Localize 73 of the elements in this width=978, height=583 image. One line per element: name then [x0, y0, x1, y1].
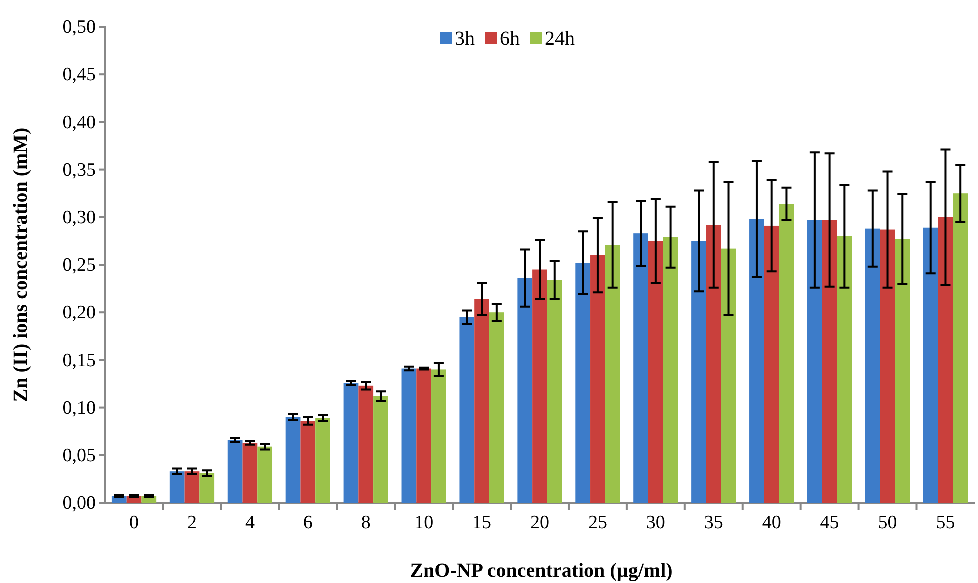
bar [807, 220, 822, 503]
bar [953, 194, 968, 503]
x-tick-label: 15 [472, 512, 492, 534]
bar [184, 472, 200, 503]
bar [865, 228, 880, 503]
bar [228, 440, 243, 503]
bar [938, 217, 954, 503]
y-tick-label: 0,30 [62, 207, 96, 228]
bar [316, 418, 330, 503]
x-tick-label: 35 [704, 512, 724, 534]
bar [923, 228, 938, 503]
bar [358, 386, 374, 503]
bar [374, 396, 388, 503]
bar [822, 220, 838, 503]
x-tick-label: 45 [820, 512, 840, 534]
x-tick-label: 20 [530, 512, 550, 534]
bar [300, 421, 316, 503]
bar [460, 317, 475, 503]
bar [880, 230, 896, 503]
bar [432, 370, 446, 503]
bar [648, 241, 664, 503]
bar [170, 472, 185, 503]
bar [518, 278, 533, 503]
bar [416, 368, 432, 503]
x-tick-label: 55 [936, 512, 956, 534]
x-tick-label: 0 [130, 512, 140, 534]
bar [779, 204, 794, 503]
x-tick-label: 2 [187, 512, 197, 534]
bar [692, 241, 706, 503]
legend-label: 3h [455, 28, 475, 50]
x-tick-label: 4 [245, 512, 256, 534]
y-tick-label: 0,15 [62, 350, 96, 372]
legend-label: 24h [545, 28, 575, 50]
bar [837, 236, 852, 503]
y-tick-label: 0,10 [62, 398, 96, 419]
x-axis-title: ZnO-NP concentration (µg/ml) [410, 560, 673, 582]
bar [750, 219, 764, 503]
y-axis-title: Zn (II) ions concentration (mM) [10, 128, 32, 402]
bar [474, 299, 490, 503]
y-tick-label: 0,00 [62, 493, 96, 514]
bar [576, 263, 591, 503]
bar [200, 473, 215, 503]
x-tick-label: 30 [646, 512, 666, 534]
bar [344, 383, 359, 503]
y-tick-label: 0,20 [62, 302, 96, 324]
bar [258, 446, 273, 503]
bar [286, 417, 301, 503]
bar [895, 239, 910, 503]
bar [242, 443, 258, 503]
bar [489, 312, 504, 503]
bar [605, 245, 620, 503]
y-tick-label: 0,35 [62, 160, 96, 181]
x-tick-label: 10 [414, 512, 434, 534]
y-tick-label: 0,25 [62, 255, 96, 276]
y-tick-label: 0,50 [62, 17, 96, 38]
x-tick-label: 8 [361, 512, 371, 534]
y-tick-label: 0,05 [62, 445, 96, 466]
y-tick-label: 0,45 [62, 64, 96, 86]
bar [663, 237, 678, 503]
x-tick-label: 50 [878, 512, 898, 534]
bar [721, 248, 736, 503]
bar [634, 234, 648, 503]
legend-label: 6h [500, 28, 520, 50]
bar [547, 280, 562, 503]
y-tick-label: 0,40 [62, 112, 96, 134]
bar [402, 368, 417, 503]
bar [532, 270, 548, 503]
x-tick-label: 40 [762, 512, 782, 534]
bar [590, 255, 606, 503]
x-tick-label: 6 [303, 512, 313, 534]
bar [706, 225, 722, 503]
bar [764, 226, 780, 503]
x-tick-label: 25 [588, 512, 608, 534]
